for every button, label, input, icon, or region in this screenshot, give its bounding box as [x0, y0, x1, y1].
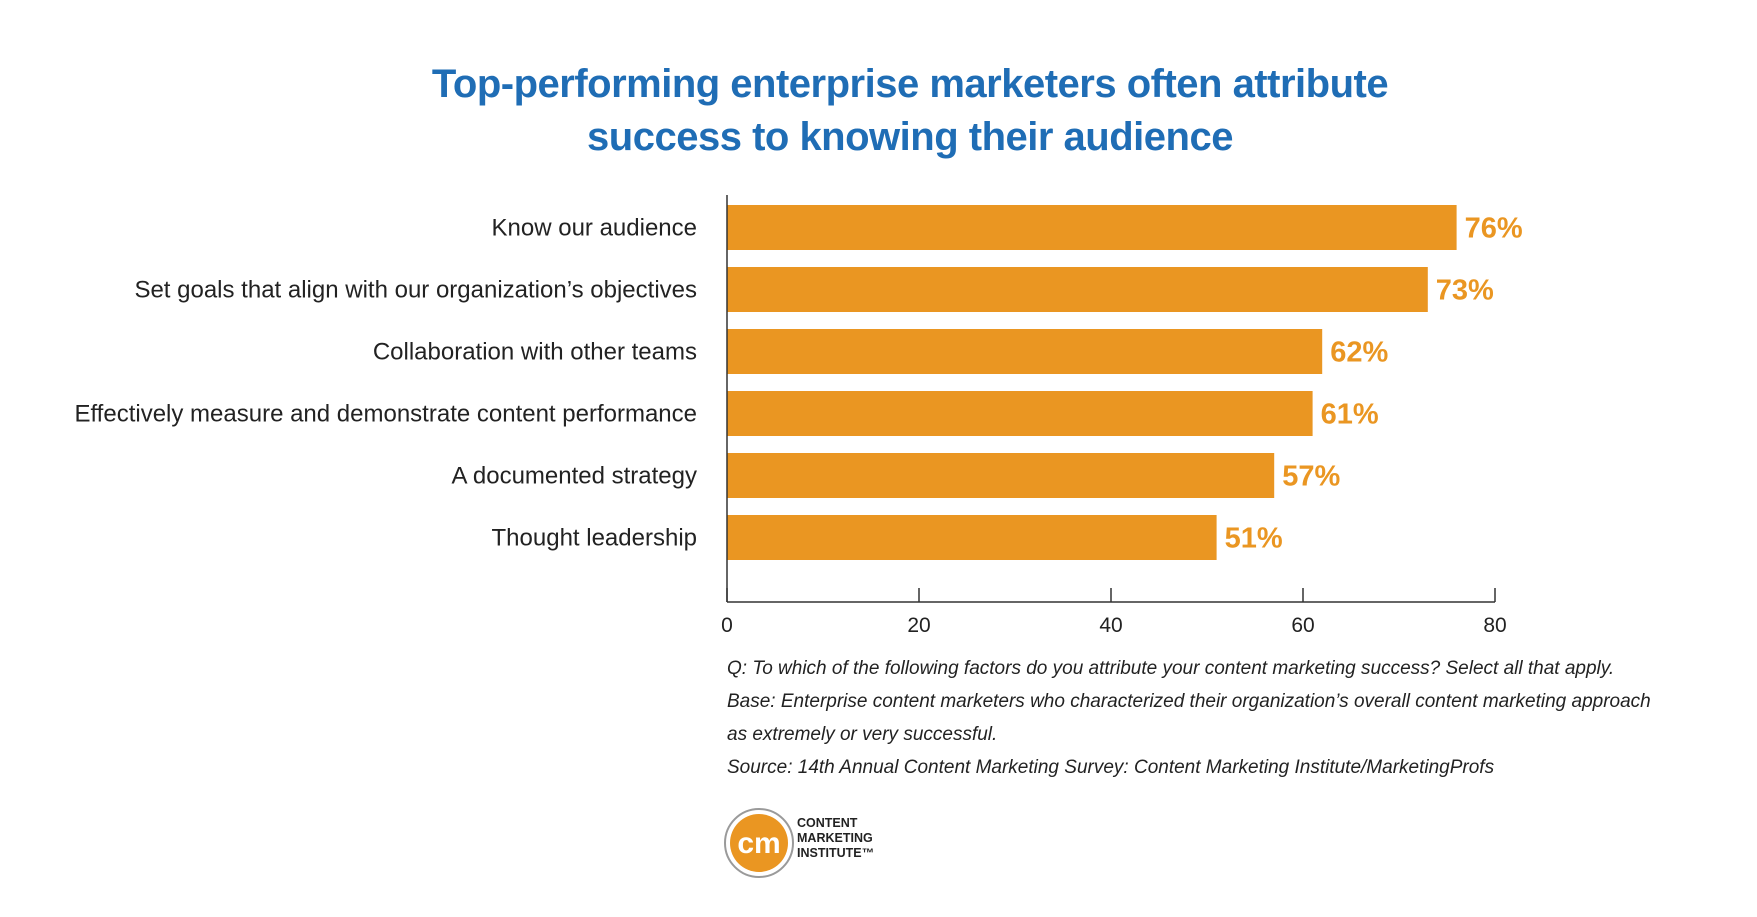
category-label-4: Effectively measure and demonstrate cont…	[74, 401, 697, 428]
category-label-3: Collaboration with other teams	[373, 339, 697, 366]
chart-title-line-2: success to knowing their audience	[587, 115, 1233, 159]
x-tick-label-20: 20	[907, 614, 930, 637]
bar-4	[727, 391, 1313, 436]
data-label-3: 62%	[1330, 337, 1388, 369]
category-label-5: A documented strategy	[452, 463, 697, 490]
data-label-4: 61%	[1321, 399, 1379, 431]
data-label-5: 57%	[1282, 461, 1340, 493]
x-tick-label-80: 80	[1483, 614, 1506, 637]
logo-line-3: INSTITUTE™	[797, 846, 875, 860]
chart-title-line-1: Top-performing enterprise marketers ofte…	[431, 62, 1389, 106]
category-label-2: Set goals that align with our organizati…	[134, 277, 697, 304]
logo-line-1: CONTENT	[797, 816, 858, 830]
data-label-1: 76%	[1465, 213, 1523, 245]
note-question: Q: To which of the following factors do …	[727, 658, 1615, 679]
data-label-6: 51%	[1225, 523, 1283, 555]
chart-notes: Q: To which of the following factors do …	[727, 652, 1727, 784]
logo-wordmark: CONTENT MARKETING INSTITUTE™	[797, 816, 874, 861]
category-label-6: Thought leadership	[492, 525, 697, 552]
x-tick-label-60: 60	[1291, 614, 1314, 637]
bar-1	[727, 205, 1457, 250]
cmi-logo: cm CONTENT MARKETING INSTITUTE™	[722, 806, 922, 881]
x-tick-label-0: 0	[721, 614, 733, 637]
cm-logo-icon: cm	[724, 808, 794, 878]
bar-5	[727, 453, 1275, 498]
svg-text:cm: cm	[737, 827, 780, 860]
bar-6	[727, 515, 1217, 560]
bar-3	[727, 329, 1323, 374]
category-label-1: Know our audience	[492, 215, 697, 242]
note-source: Source: 14th Annual Content Marketing Su…	[727, 757, 1495, 778]
bar-2	[727, 267, 1428, 312]
x-tick-label-40: 40	[1099, 614, 1122, 637]
note-base-continued: as extremely or very successful.	[727, 724, 998, 745]
note-base: Base: Enterprise content marketers who c…	[727, 691, 1651, 712]
logo-line-2: MARKETING	[797, 831, 873, 845]
bar-chart: Know our audience 76% Set goals that align…	[74, 195, 1523, 637]
data-label-2: 73%	[1436, 275, 1494, 307]
chart-title: Top-performing enterprise marketers ofte…	[0, 58, 1757, 164]
